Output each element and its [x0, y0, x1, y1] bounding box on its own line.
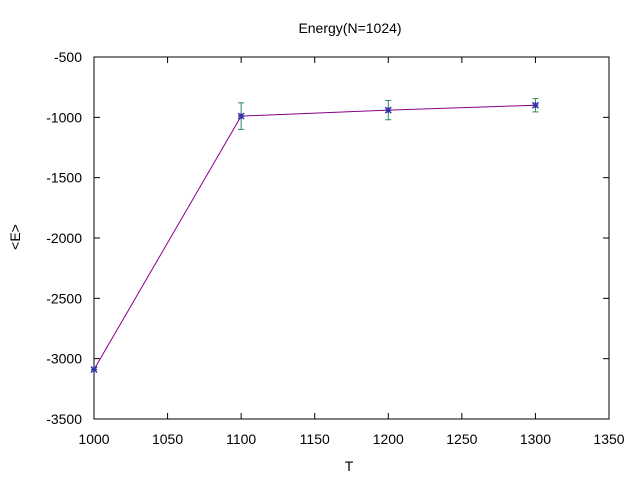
- y-tick-label-2: -1500: [46, 170, 82, 186]
- data-point-0-2: [384, 106, 392, 114]
- x-tick-label-6: 1300: [520, 431, 551, 447]
- y-tick-label-5: -3000: [46, 351, 82, 367]
- x-axis-ticks: 1000 1050 1100 1150 1200 1250 1300 1350: [78, 57, 625, 447]
- series-line-0: [93, 104, 536, 370]
- y-axis-ticks: -500 -1000 -1500 -2000 -2500 -3000 -3500: [46, 49, 609, 427]
- x-tick-label-0: 1000: [78, 431, 109, 447]
- series-layer: [90, 98, 539, 374]
- x-tick-label-7: 1350: [593, 431, 624, 447]
- y-tick-label-6: -3500: [46, 411, 82, 427]
- x-tick-label-2: 1100: [226, 431, 256, 447]
- x-axis-label: T: [345, 458, 354, 474]
- y-tick-label-1: -1000: [46, 109, 82, 125]
- data-point-0-3: [531, 101, 539, 109]
- x-tick-label-5: 1250: [446, 431, 477, 447]
- data-point-0-0: [90, 365, 98, 374]
- x-tick-label-3: 1150: [300, 431, 330, 447]
- chart-title: Energy(N=1024): [298, 20, 401, 36]
- y-axis-label: <E>: [7, 224, 23, 250]
- y-tick-label-4: -2500: [46, 290, 82, 306]
- y-tick-label-3: -2000: [46, 230, 82, 246]
- y-tick-label-0: -500: [54, 49, 82, 65]
- data-point-0-1: [237, 112, 245, 120]
- x-tick-label-4: 1200: [373, 431, 404, 447]
- x-tick-label-1: 1050: [152, 431, 183, 447]
